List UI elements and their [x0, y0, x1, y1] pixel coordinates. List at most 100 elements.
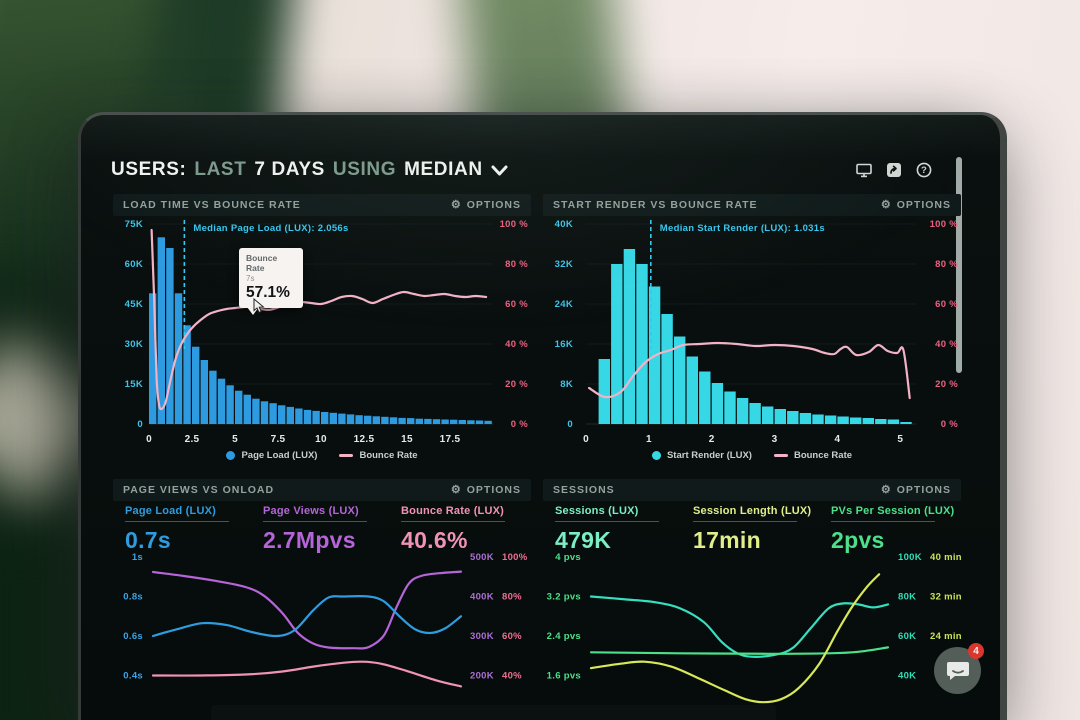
metric-underline [555, 521, 659, 522]
svg-text:300K: 300K [470, 631, 494, 642]
legend-item-bounce-rate[interactable]: Bounce Rate [339, 450, 418, 461]
svg-text:30K: 30K [125, 339, 143, 350]
help-icon[interactable]: ? [915, 162, 932, 179]
gear-icon: ⚙ [450, 483, 462, 496]
chart-legend: Page Load (LUX) Bounce Rate [113, 450, 531, 461]
panel-header: START RENDER VS BOUNCE RATE ⚙ OPTIONS [543, 194, 961, 216]
options-button[interactable]: ⚙ OPTIONS [881, 484, 951, 496]
svg-text:15: 15 [401, 434, 413, 445]
options-button[interactable]: ⚙ OPTIONS [451, 484, 521, 496]
svg-text:8K: 8K [560, 379, 573, 390]
tooltip-value: 57.1% [246, 284, 290, 301]
legend-dot-marker [651, 451, 661, 460]
panel-title: SESSIONS [553, 484, 615, 496]
options-label: OPTIONS [466, 484, 521, 496]
svg-text:45K: 45K [125, 299, 143, 310]
svg-text:0: 0 [146, 434, 152, 445]
bounce-rate-tooltip: Bounce Rate 7s 57.1% [239, 248, 303, 315]
tooltip-series-name: Bounce Rate [246, 253, 278, 273]
svg-text:0 %: 0 % [511, 419, 529, 430]
svg-text:0: 0 [583, 434, 589, 445]
laptop-screen: USERS: LAST 7 DAYS USING MEDIAN ? [78, 112, 1007, 720]
legend-line-marker [339, 454, 354, 457]
metric-underline [263, 521, 367, 522]
svg-text:60%: 60% [502, 631, 522, 642]
share-icon[interactable] [885, 162, 902, 179]
options-label: OPTIONS [896, 199, 951, 211]
metric-underline [693, 521, 797, 522]
metrics-row: Page Load (LUX) 0.7s Page Views (LUX) 2.… [113, 505, 531, 554]
svg-text:5: 5 [897, 434, 903, 445]
load-time-histogram-chart[interactable]: 75K 100 % 60K 80 % 45K 60 % 30K 40 % 15K 20 % 0 0 %… [113, 216, 531, 448]
svg-text:4 pvs: 4 pvs [555, 552, 581, 563]
svg-text:40 min: 40 min [930, 552, 961, 563]
panel-header: SESSIONS ⚙ OPTIONS [543, 479, 961, 501]
chat-unread-badge: 4 [968, 643, 984, 659]
chat-launcher-button[interactable]: 4 [934, 643, 984, 694]
svg-text:500K: 500K [470, 552, 494, 563]
svg-text:5: 5 [232, 434, 238, 445]
legend-item-bounce-rate[interactable]: Bounce Rate [773, 450, 852, 461]
svg-text:80K: 80K [898, 592, 916, 603]
svg-text:60K: 60K [898, 631, 916, 642]
metric-underline [401, 521, 505, 522]
svg-text:7.5: 7.5 [271, 434, 286, 445]
svg-text:24 min: 24 min [930, 631, 961, 642]
chevron-down-icon [491, 165, 508, 176]
svg-text:100 %: 100 % [930, 219, 959, 230]
gear-icon: ⚙ [450, 198, 462, 211]
page-scrollbar[interactable] [956, 157, 962, 373]
options-button[interactable]: ⚙ OPTIONS [451, 199, 521, 211]
days-label: 7 DAYS [254, 159, 325, 180]
metric-sessions: Sessions (LUX) 479K [543, 505, 681, 554]
panel-title: START RENDER VS BOUNCE RATE [553, 199, 758, 211]
svg-text:0: 0 [567, 419, 573, 430]
svg-text:100%: 100% [502, 552, 528, 563]
toolbar-icons: ? [855, 162, 932, 179]
metric-label: Page Load (LUX) [125, 505, 217, 517]
page-views-line-chart[interactable]: 1s 500K 100% 0.8s 400K 80% 0.6s 300K 60% 0.4s 200K… [113, 551, 531, 720]
monitor-icon[interactable] [855, 162, 872, 179]
svg-text:3: 3 [772, 434, 778, 445]
median-label: MEDIAN [404, 159, 483, 180]
metric-page-views: Page Views (LUX) 2.7Mpvs [251, 505, 389, 554]
metric-label: Sessions (LUX) [555, 505, 639, 517]
options-label: OPTIONS [466, 199, 521, 211]
svg-text:32K: 32K [555, 259, 573, 270]
mouse-cursor [253, 297, 266, 319]
svg-text:40 %: 40 % [505, 339, 528, 350]
svg-text:1: 1 [646, 434, 652, 445]
options-button[interactable]: ⚙ OPTIONS [881, 199, 951, 211]
panel-load-time-vs-bounce-rate: LOAD TIME VS BOUNCE RATE ⚙ OPTIONS 75K 10… [113, 194, 531, 461]
svg-text:16K: 16K [555, 339, 573, 350]
svg-text:32 min: 32 min [930, 592, 961, 603]
time-range-dropdown[interactable]: USERS: LAST 7 DAYS USING MEDIAN [111, 159, 508, 181]
svg-text:40K: 40K [555, 219, 573, 230]
metric-value: 17min [693, 527, 761, 553]
svg-text:4: 4 [834, 434, 840, 445]
svg-text:15K: 15K [125, 379, 143, 390]
panel-header: PAGE VIEWS VS ONLOAD ⚙ OPTIONS [113, 479, 531, 501]
panel-title: LOAD TIME VS BOUNCE RATE [123, 199, 301, 211]
svg-text:10: 10 [315, 434, 327, 445]
start-render-histogram-chart[interactable]: 40K 100 % 32K 80 % 24K 60 % 16K 40 % 8K 20 % 0 0 % 0… [543, 216, 961, 448]
metric-label: Bounce Rate (LUX) [401, 505, 505, 517]
next-panel-header-cutoff [211, 705, 776, 720]
legend-item-start-render[interactable]: Start Render (LUX) [651, 450, 752, 461]
metrics-row: Sessions (LUX) 479K Session Length (LUX)… [543, 505, 961, 554]
svg-text:2.5: 2.5 [185, 434, 200, 445]
svg-text:60K: 60K [125, 259, 143, 270]
svg-text:24K: 24K [555, 299, 573, 310]
metric-value: 2pvs [831, 527, 885, 553]
svg-text:0: 0 [137, 419, 143, 430]
svg-text:100 %: 100 % [500, 219, 529, 230]
svg-text:75K: 75K [125, 219, 143, 230]
panel-sessions: SESSIONS ⚙ OPTIONS Sessions (LUX) 479K S… [543, 479, 961, 720]
metric-label: Page Views (LUX) [263, 505, 359, 517]
svg-text:12.5: 12.5 [354, 434, 375, 445]
legend-item-page-load[interactable]: Page Load (LUX) [226, 450, 317, 461]
sessions-line-chart[interactable]: 4 pvs 100K 40 min 3.2 pvs 80K 32 min 2.4 pvs 60… [543, 551, 961, 720]
panel-page-views-vs-onload: PAGE VIEWS VS ONLOAD ⚙ OPTIONS Page Load… [113, 479, 531, 720]
svg-text:2: 2 [709, 434, 715, 445]
